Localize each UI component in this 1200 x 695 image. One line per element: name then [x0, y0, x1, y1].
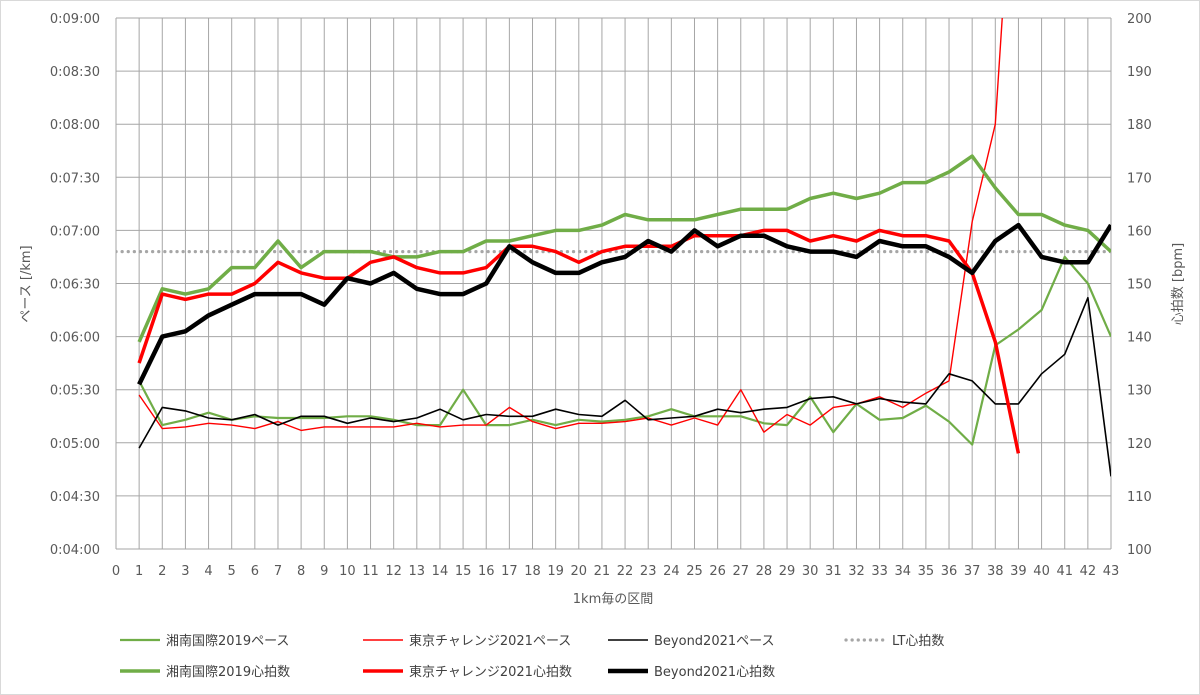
- x-tick-label: 24: [663, 564, 680, 579]
- right-tick-label: 150: [1127, 278, 1152, 293]
- legend: 湘南国際2019ペース 東京チャレンジ2021ペース Beyond2021ペース LT…: [120, 633, 944, 680]
- x-tick-label: 41: [1056, 564, 1073, 579]
- x-tick-label: 21: [594, 564, 611, 579]
- x-tick-label: 27: [732, 564, 749, 579]
- x-tick-label: 29: [779, 564, 796, 579]
- x-tick-label: 13: [409, 564, 426, 579]
- left-tick-label: 0:08:00: [50, 118, 100, 133]
- right-axis-title: 心拍数 [bpm]: [1171, 243, 1186, 325]
- x-tick-label: 39: [1010, 564, 1027, 579]
- x-axis-ticks: 0 1 2 3 4 5 6 7 8 9 10 11 12 13 14 15 16 17 18 19 20 21 22 23 24…: [112, 564, 1119, 579]
- x-tick-label: 9: [320, 564, 328, 579]
- x-tick-label: 38: [987, 564, 1004, 579]
- x-tick-label: 32: [848, 564, 865, 579]
- x-tick-label: 31: [825, 564, 842, 579]
- left-tick-label: 0:04:30: [50, 490, 100, 505]
- right-tick-label: 140: [1127, 331, 1152, 346]
- x-tick-label: 34: [894, 564, 911, 579]
- right-tick-label: 200: [1127, 12, 1152, 27]
- legend-label: Beyond2021ペース: [654, 634, 775, 649]
- right-tick-label: 160: [1127, 224, 1152, 239]
- x-tick-label: 3: [181, 564, 189, 579]
- left-tick-label: 0:06:00: [50, 331, 100, 346]
- legend-label: LT心拍数: [892, 634, 944, 649]
- x-tick-label: 40: [1033, 564, 1050, 579]
- left-tick-label: 0:06:30: [50, 278, 100, 293]
- legend-label: 湘南国際2019ペース: [166, 633, 289, 649]
- x-axis-title: 1km毎の区間: [573, 591, 653, 607]
- x-tick-label: 12: [385, 564, 402, 579]
- right-tick-label: 180: [1127, 118, 1152, 133]
- x-tick-label: 18: [524, 564, 541, 579]
- right-tick-label: 130: [1127, 384, 1152, 399]
- series-line-6: [137, 222, 1111, 386]
- x-tick-label: 22: [617, 564, 634, 579]
- left-tick-label: 0:07:30: [50, 171, 100, 186]
- right-tick-label: 120: [1127, 437, 1152, 452]
- x-tick-label: 36: [941, 564, 958, 579]
- right-tick-label: 170: [1127, 171, 1152, 186]
- x-tick-label: 15: [455, 564, 472, 579]
- left-axis-title: ペース [/km]: [19, 245, 34, 322]
- series-line-1: [138, 18, 1003, 433]
- series-line-4: [137, 154, 1111, 343]
- gridlines: [115, 17, 1112, 550]
- left-tick-label: 0:07:00: [50, 224, 100, 239]
- left-tick-label: 0:09:00: [50, 12, 100, 27]
- x-tick-label: 7: [274, 564, 282, 579]
- left-tick-label: 0:05:30: [50, 384, 100, 399]
- x-tick-label: 10: [339, 564, 356, 579]
- x-tick-label: 14: [432, 564, 449, 579]
- x-tick-label: 19: [547, 564, 564, 579]
- legend-label: 東京チャレンジ2021ペース: [409, 633, 571, 649]
- x-tick-label: 23: [640, 564, 657, 579]
- series-line-0: [138, 255, 1111, 446]
- left-tick-label: 0:05:00: [50, 437, 100, 452]
- x-tick-label: 26: [709, 564, 726, 579]
- legend-label: 東京チャレンジ2021心拍数: [409, 664, 572, 680]
- right-tick-label: 190: [1127, 65, 1152, 80]
- x-tick-label: 20: [571, 564, 588, 579]
- left-tick-label: 0:04:00: [50, 543, 100, 558]
- legend-label: Beyond2021心拍数: [654, 665, 775, 680]
- x-tick-label: 4: [204, 564, 212, 579]
- left-axis-ticks: 0:04:00 0:04:30 0:05:00 0:05:30 0:06:00 0:06:…: [50, 12, 100, 558]
- x-tick-label: 6: [251, 564, 259, 579]
- x-tick-label: 1: [135, 564, 143, 579]
- x-tick-label: 35: [918, 564, 935, 579]
- left-tick-label: 0:08:30: [50, 65, 100, 80]
- x-tick-label: 0: [112, 564, 120, 579]
- x-tick-label: 5: [228, 564, 236, 579]
- x-tick-label: 43: [1103, 564, 1120, 579]
- x-tick-label: 25: [686, 564, 703, 579]
- x-tick-label: 42: [1080, 564, 1097, 579]
- right-axis-ticks: 100 110 120 130 140 150 160 170 180 190 200: [1127, 12, 1152, 558]
- x-tick-label: 37: [964, 564, 981, 579]
- x-tick-label: 30: [802, 564, 819, 579]
- x-tick-label: 8: [297, 564, 305, 579]
- x-tick-label: 28: [756, 564, 773, 579]
- right-tick-label: 110: [1127, 490, 1152, 505]
- x-tick-label: 11: [362, 564, 379, 579]
- x-tick-label: 2: [158, 564, 166, 579]
- series-layer: [116, 18, 1111, 477]
- x-tick-label: 33: [871, 564, 888, 579]
- x-tick-label: 17: [501, 564, 518, 579]
- series-line-5: [137, 228, 1021, 454]
- legend-label: 湘南国際2019心拍数: [166, 664, 290, 680]
- right-tick-label: 100: [1127, 543, 1152, 558]
- series-line-2: [138, 296, 1111, 477]
- x-tick-label: 16: [478, 564, 495, 579]
